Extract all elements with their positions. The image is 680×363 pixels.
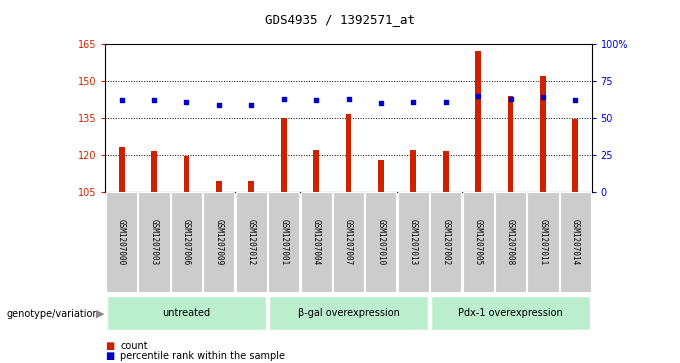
Bar bbox=[573, 119, 578, 192]
Point bbox=[278, 96, 289, 102]
Bar bbox=[560, 192, 591, 292]
Bar bbox=[398, 192, 429, 292]
Text: percentile rank within the sample: percentile rank within the sample bbox=[120, 351, 286, 362]
Bar bbox=[236, 192, 267, 292]
Bar bbox=[508, 96, 513, 192]
Text: GSM1207008: GSM1207008 bbox=[506, 219, 515, 265]
Point bbox=[148, 97, 159, 103]
Text: GSM1207014: GSM1207014 bbox=[571, 219, 580, 265]
Text: GSM1207000: GSM1207000 bbox=[117, 219, 126, 265]
Text: GSM1207011: GSM1207011 bbox=[539, 219, 547, 265]
Bar bbox=[281, 118, 286, 192]
Text: GSM1207001: GSM1207001 bbox=[279, 219, 288, 265]
Text: GSM1207004: GSM1207004 bbox=[311, 219, 320, 265]
Text: GSM1207007: GSM1207007 bbox=[344, 219, 353, 265]
Bar bbox=[203, 192, 235, 292]
Bar bbox=[528, 192, 558, 292]
Bar bbox=[119, 147, 124, 192]
Point bbox=[181, 99, 192, 105]
Point bbox=[408, 99, 419, 105]
Point bbox=[246, 102, 257, 107]
Point bbox=[441, 99, 452, 105]
Text: GSM1207003: GSM1207003 bbox=[150, 219, 158, 265]
Text: GSM1207005: GSM1207005 bbox=[474, 219, 483, 265]
Point bbox=[570, 97, 581, 103]
Point bbox=[473, 93, 483, 99]
Bar bbox=[345, 114, 352, 192]
Text: GSM1207010: GSM1207010 bbox=[377, 219, 386, 265]
Text: GSM1207002: GSM1207002 bbox=[441, 219, 450, 265]
Bar bbox=[495, 192, 526, 292]
Point bbox=[343, 96, 354, 102]
Bar bbox=[216, 181, 222, 192]
Bar bbox=[184, 156, 189, 192]
Bar bbox=[248, 181, 254, 192]
Text: count: count bbox=[120, 340, 148, 351]
Bar bbox=[333, 192, 364, 292]
Text: GSM1207006: GSM1207006 bbox=[182, 219, 191, 265]
Text: β-gal overexpression: β-gal overexpression bbox=[298, 308, 399, 318]
Point bbox=[375, 100, 386, 106]
Text: GDS4935 / 1392571_at: GDS4935 / 1392571_at bbox=[265, 13, 415, 26]
Bar bbox=[301, 192, 332, 292]
Bar bbox=[431, 296, 590, 330]
Text: GSM1207012: GSM1207012 bbox=[247, 219, 256, 265]
Bar bbox=[268, 192, 299, 292]
Bar bbox=[475, 51, 481, 192]
Bar bbox=[171, 192, 202, 292]
Bar bbox=[430, 192, 461, 292]
Bar bbox=[313, 150, 319, 192]
Bar bbox=[107, 296, 266, 330]
Text: ■: ■ bbox=[105, 351, 115, 362]
Bar bbox=[411, 150, 416, 192]
Text: genotype/variation: genotype/variation bbox=[7, 309, 99, 319]
Bar bbox=[106, 192, 137, 292]
Point bbox=[214, 102, 224, 107]
Bar bbox=[365, 192, 396, 292]
Point bbox=[505, 96, 516, 102]
Bar bbox=[443, 151, 449, 192]
Bar bbox=[269, 296, 428, 330]
Text: GSM1207013: GSM1207013 bbox=[409, 219, 418, 265]
Text: Pdx-1 overexpression: Pdx-1 overexpression bbox=[458, 308, 563, 318]
Point bbox=[537, 94, 548, 100]
Point bbox=[311, 97, 322, 103]
Bar bbox=[139, 192, 169, 292]
Bar bbox=[462, 192, 494, 292]
Text: untreated: untreated bbox=[163, 308, 211, 318]
Text: ■: ■ bbox=[105, 340, 115, 351]
Bar bbox=[540, 76, 546, 192]
Point bbox=[116, 97, 127, 103]
Bar bbox=[151, 151, 157, 192]
Bar bbox=[378, 160, 384, 192]
Text: ▶: ▶ bbox=[97, 309, 105, 319]
Text: GSM1207009: GSM1207009 bbox=[214, 219, 223, 265]
